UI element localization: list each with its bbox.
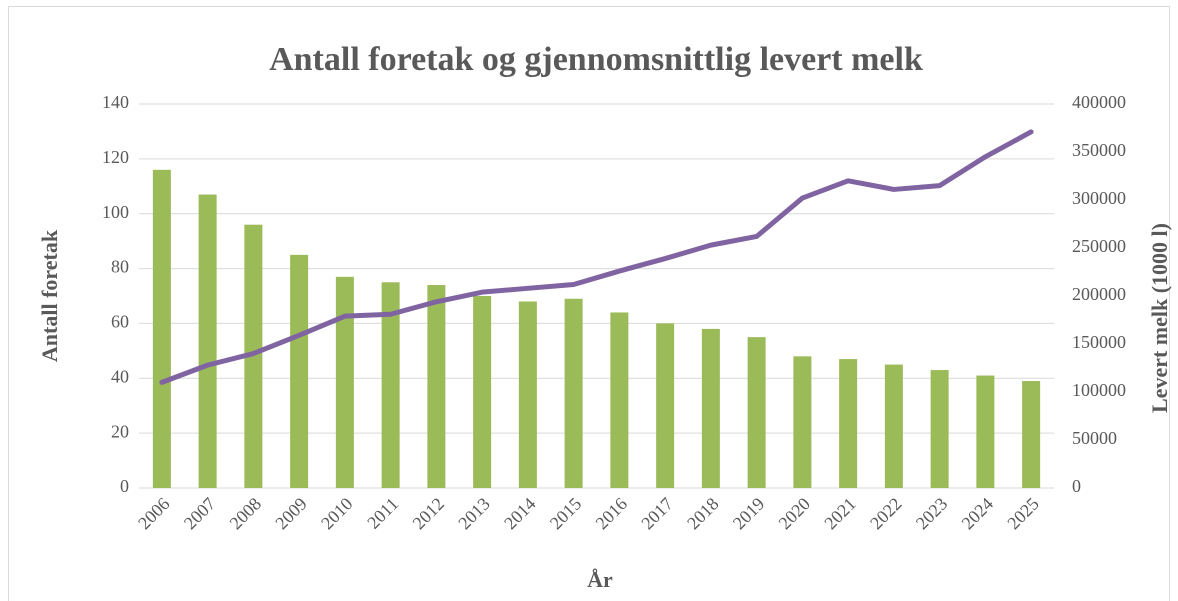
y2-tick-label: 150000 (1072, 332, 1126, 352)
bar (656, 323, 675, 488)
x-tick-label: 2009 (271, 494, 311, 534)
x-tick-label: 2007 (180, 494, 220, 534)
y2-tick-label: 350000 (1072, 140, 1126, 160)
x-tick-label: 2012 (409, 494, 449, 534)
x-tick-label: 2008 (226, 494, 266, 534)
y2-tick-label: 200000 (1072, 284, 1126, 304)
x-tick-label: 2021 (820, 494, 860, 534)
bar (427, 285, 446, 488)
bar (1022, 381, 1041, 488)
bar (839, 359, 858, 488)
bar (381, 282, 400, 488)
x-axis-title: År (587, 567, 613, 592)
y2-tick-label: 250000 (1072, 236, 1126, 256)
y-tick-label: 80 (111, 257, 129, 277)
y-tick-label: 120 (102, 147, 129, 167)
x-tick-label: 2022 (866, 494, 906, 534)
bar (610, 312, 629, 488)
bar (701, 328, 720, 488)
y-tick-label: 60 (111, 312, 129, 332)
x-tick-label: 2011 (363, 494, 402, 533)
y2-tick-label: 0 (1072, 476, 1081, 496)
x-tick-label: 2006 (134, 494, 174, 534)
bar (244, 224, 263, 488)
chart-border (8, 6, 1170, 601)
x-tick-label: 2024 (958, 494, 998, 534)
bar (518, 301, 537, 488)
y2-tick-label: 100000 (1072, 380, 1126, 400)
bar (152, 169, 171, 489)
bar (335, 276, 354, 488)
y2-tick-label: 400000 (1072, 92, 1126, 112)
bar (884, 364, 903, 488)
x-tick-label: 2010 (317, 494, 357, 534)
bar (198, 194, 217, 488)
x-tick-label: 2023 (912, 494, 952, 534)
y-axis-title: Antall foretak (37, 229, 62, 362)
x-tick-label: 2015 (546, 494, 586, 534)
x-tick-label: 2013 (454, 494, 494, 534)
line (159, 129, 1034, 385)
bar (747, 337, 766, 488)
y2-tick-label: 300000 (1072, 188, 1126, 208)
x-tick-label: 2025 (1003, 494, 1043, 534)
y2-axis-title: Levert melk (1000 l) (1147, 223, 1172, 413)
x-tick-label: 2018 (683, 494, 723, 534)
x-tick-label: 2014 (500, 494, 540, 534)
x-tick-label: 2019 (729, 494, 769, 534)
y-tick-label: 140 (102, 92, 129, 112)
chart-title: Antall foretak og gjennomsnittlig levert… (269, 41, 923, 78)
bar (473, 296, 492, 488)
bar (290, 254, 309, 488)
bar (564, 298, 583, 488)
y-tick-label: 0 (120, 476, 129, 496)
x-tick-label: 2020 (775, 494, 815, 534)
bar (930, 370, 949, 488)
y-tick-label: 100 (102, 202, 129, 222)
bar (976, 375, 995, 488)
y-tick-label: 40 (111, 366, 129, 386)
y2-tick-label: 50000 (1072, 428, 1117, 448)
y-tick-label: 20 (111, 421, 129, 441)
x-tick-label: 2017 (637, 494, 677, 534)
x-tick-label: 2016 (592, 494, 632, 534)
bar (793, 356, 812, 488)
